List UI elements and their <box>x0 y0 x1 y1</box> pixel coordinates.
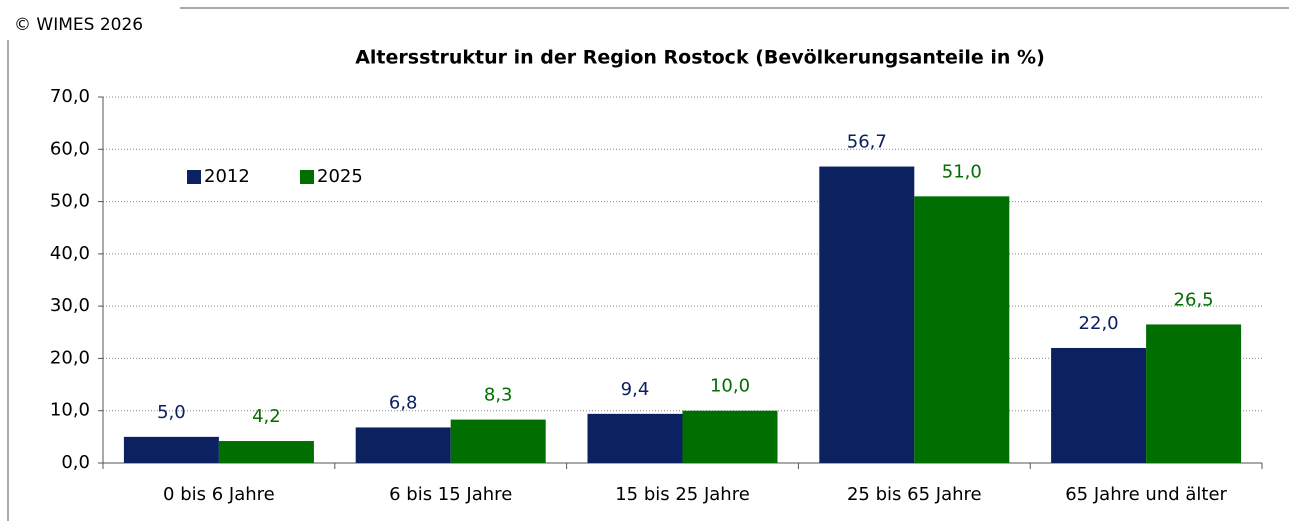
y-tick-label: 30,0 <box>50 295 90 316</box>
bar <box>450 419 546 463</box>
x-tick-label: 6 bis 15 Jahre <box>389 484 512 505</box>
legend-label: 2025 <box>317 166 363 187</box>
bar <box>587 413 683 463</box>
data-label: 8,3 <box>484 385 513 406</box>
bar <box>123 436 219 463</box>
y-tick-label: 60,0 <box>50 138 90 159</box>
data-label: 22,0 <box>1079 313 1119 334</box>
y-tick-label: 0,0 <box>61 452 90 473</box>
y-tick-label: 20,0 <box>50 347 90 368</box>
data-label: 26,5 <box>1174 289 1214 310</box>
y-tick-label: 50,0 <box>50 191 90 212</box>
x-tick-label: 25 bis 65 Jahre <box>847 484 982 505</box>
y-tick-label: 70,0 <box>50 86 90 107</box>
legend-swatch <box>300 170 314 184</box>
bar <box>1051 347 1147 463</box>
bar <box>914 196 1010 464</box>
x-tick-label: 15 bis 25 Jahre <box>615 484 750 505</box>
data-label: 5,0 <box>157 402 186 423</box>
data-label: 56,7 <box>847 132 887 153</box>
bar <box>819 166 915 464</box>
bar <box>1146 324 1242 463</box>
data-label: 4,2 <box>252 406 281 427</box>
copyright: © WIMES 2026 <box>14 15 143 35</box>
data-label: 6,8 <box>389 392 418 413</box>
x-tick-label: 0 bis 6 Jahre <box>163 484 275 505</box>
legend-label: 2012 <box>204 166 250 187</box>
bar <box>218 441 314 463</box>
y-tick-label: 10,0 <box>50 400 90 421</box>
chart-title: Altersstruktur in der Region Rostock (Be… <box>355 47 1045 69</box>
y-tick-label: 40,0 <box>50 243 90 264</box>
x-tick-label: 65 Jahre und älter <box>1065 484 1227 505</box>
data-label: 9,4 <box>621 379 650 400</box>
bar <box>355 427 451 463</box>
bar <box>682 410 778 463</box>
data-label: 51,0 <box>942 161 982 182</box>
legend-swatch <box>187 170 201 184</box>
data-label: 10,0 <box>710 376 750 397</box>
